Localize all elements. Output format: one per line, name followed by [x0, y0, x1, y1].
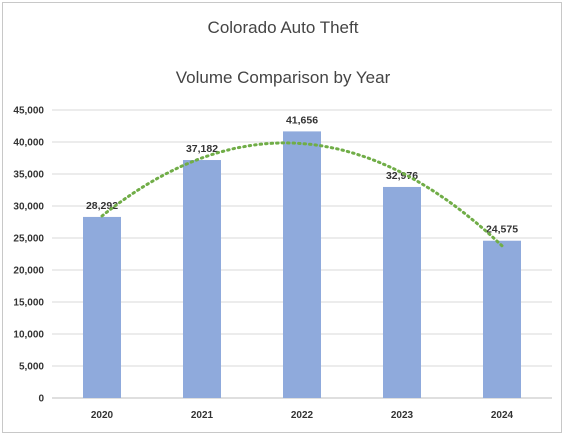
y-tick-label: 10,000	[13, 330, 44, 341]
x-tick-label: 2021	[191, 410, 214, 421]
y-tick-label: 5,000	[19, 362, 44, 373]
y-tick-label: 35,000	[13, 170, 44, 181]
y-tick-label: 25,000	[13, 234, 44, 245]
bar-2022	[283, 131, 321, 398]
data-label: 28,292	[86, 200, 118, 212]
y-tick-label: 15,000	[13, 298, 44, 309]
data-labels: 28,292 37,182 41,656 32,976 24,575	[86, 114, 518, 235]
trendline-curve	[100, 141, 504, 248]
data-label: 32,976	[386, 170, 418, 182]
x-tick-label: 2023	[391, 410, 414, 421]
y-tick-label: 30,000	[13, 202, 44, 213]
data-label: 37,182	[186, 143, 218, 155]
y-tick-label: 0	[38, 394, 44, 405]
trendline	[100, 141, 504, 248]
bars	[83, 131, 521, 398]
bar-2020	[83, 216, 121, 398]
chart-subtitle: Volume Comparison by Year	[175, 68, 391, 87]
chart-title: Colorado Auto Theft	[207, 18, 359, 37]
bar-2024	[483, 240, 521, 398]
x-tick-label: 2020	[91, 410, 114, 421]
data-label: 24,575	[486, 224, 518, 236]
x-tick-label: 2022	[291, 410, 314, 421]
x-axis-ticks: 2020 2021 2022 2023 2024	[91, 410, 514, 421]
bar-2021	[183, 160, 221, 398]
bar-2023	[383, 186, 421, 398]
data-label: 41,656	[286, 114, 318, 126]
y-tick-label: 45,000	[13, 106, 44, 117]
y-tick-label: 20,000	[13, 266, 44, 277]
y-axis-ticks: 0 5,000 10,000 15,000 20,000 25,000 30,000 35,0…	[13, 106, 44, 405]
y-tick-label: 40,000	[13, 138, 44, 149]
x-tick-label: 2024	[491, 410, 514, 421]
